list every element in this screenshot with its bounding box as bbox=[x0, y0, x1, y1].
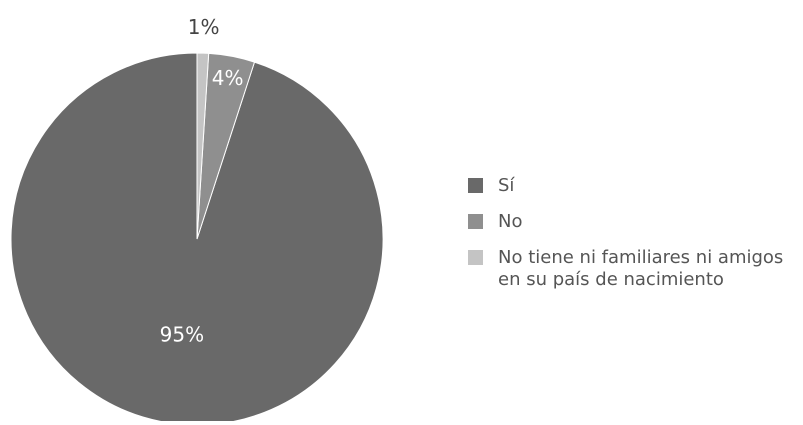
data-label-3: 1% bbox=[188, 15, 220, 39]
legend-swatch-1 bbox=[468, 178, 483, 193]
legend-label-3: No tiene ni familiares ni amigos en su pa… bbox=[498, 247, 783, 290]
legend-swatch-2 bbox=[468, 214, 483, 229]
legend-label-1: Sí bbox=[498, 175, 515, 196]
legend-swatch-3 bbox=[468, 250, 483, 265]
legend-label-2: No bbox=[498, 211, 522, 232]
data-label-2: 4% bbox=[212, 66, 244, 90]
pie-slices bbox=[10, 52, 384, 425]
data-labels: 95% 4% 1% bbox=[160, 15, 244, 346]
pie-slice-3 bbox=[196, 52, 210, 240]
legend: Sí No No tiene ni familiares ni amigos en s… bbox=[468, 175, 783, 290]
data-label-1: 95% bbox=[160, 323, 204, 347]
